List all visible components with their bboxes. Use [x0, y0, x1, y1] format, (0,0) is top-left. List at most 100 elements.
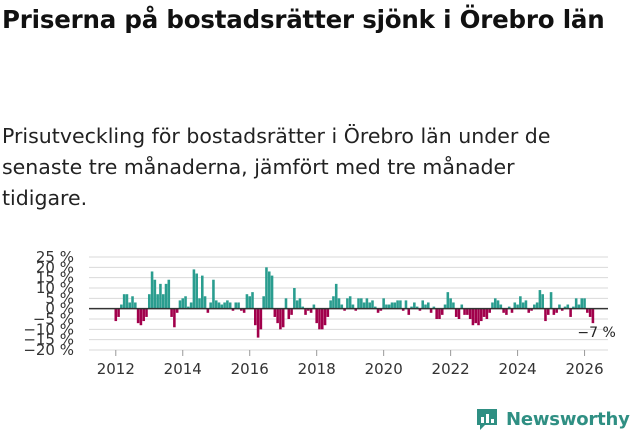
bar [373, 306, 377, 309]
chart-title: Priserna på bostadsrätter sjönk i Örebro… [2, 5, 605, 34]
bar [267, 271, 271, 309]
bar [413, 302, 416, 309]
bar [390, 302, 394, 309]
y-tick-label: 15 % [36, 269, 74, 287]
bar [443, 304, 447, 309]
bar [120, 304, 123, 309]
bar [248, 296, 251, 309]
newsworthy-logo-icon [477, 409, 497, 430]
bar [178, 300, 182, 309]
bar [541, 294, 544, 309]
bar [343, 308, 346, 311]
bar [449, 298, 452, 309]
bar [538, 290, 542, 309]
bar [505, 308, 508, 315]
bar [488, 308, 491, 313]
bar [170, 308, 173, 317]
bar [287, 308, 291, 319]
bar [577, 304, 581, 309]
bar [566, 304, 570, 309]
bar [307, 308, 310, 311]
bar [323, 308, 327, 326]
bar [245, 294, 249, 309]
y-tick-label: −10 % [23, 320, 74, 338]
y-tick-label: 0 % [45, 300, 74, 318]
bar [256, 308, 260, 338]
bar [228, 302, 232, 309]
bar [281, 308, 285, 328]
bar [240, 308, 243, 311]
bar [198, 298, 201, 309]
bar [474, 308, 478, 324]
bar [393, 302, 397, 309]
bar [424, 304, 427, 309]
bar [251, 292, 254, 309]
bar [309, 308, 313, 313]
bar [586, 308, 589, 313]
bar [530, 308, 533, 311]
newsworthy-logo[interactable]: Newsworthy [474, 406, 630, 432]
bar [117, 308, 120, 317]
y-tick-label: 20 % [36, 258, 74, 276]
bar [435, 308, 438, 319]
bar [217, 302, 221, 309]
bar [298, 298, 302, 309]
bar [563, 306, 567, 309]
bar [234, 302, 238, 309]
bar [399, 300, 402, 309]
bar [362, 302, 366, 309]
bar [320, 308, 324, 330]
bar [555, 308, 558, 313]
bar [583, 298, 586, 309]
bar [226, 300, 229, 309]
bar [346, 298, 349, 309]
bar [201, 275, 204, 309]
bar [591, 308, 595, 324]
bar [535, 302, 539, 309]
bar [371, 300, 374, 309]
bar [482, 308, 486, 317]
bar [446, 292, 450, 309]
bar [167, 279, 171, 309]
bar [499, 304, 503, 309]
bar [533, 304, 536, 309]
bar [301, 306, 305, 309]
bar [312, 304, 316, 309]
y-tick-label: 25 % [36, 248, 74, 266]
bar [114, 308, 118, 322]
bar [415, 306, 419, 309]
bar [139, 308, 143, 326]
y-tick-label: −20 % [23, 341, 74, 359]
bar [295, 300, 299, 309]
bar [524, 300, 528, 309]
bar [480, 308, 483, 322]
bar [438, 308, 441, 319]
bar [513, 302, 517, 309]
bar [214, 300, 218, 309]
bar [122, 294, 126, 309]
bar [569, 308, 572, 317]
bar [337, 298, 341, 309]
newsworthy-logo-text: Newsworthy [506, 408, 630, 430]
x-tick-label: 2022 [432, 360, 470, 378]
bar [360, 298, 363, 309]
bar [421, 300, 424, 309]
bar [134, 302, 137, 309]
x-tick-label: 2020 [365, 360, 403, 378]
bar [351, 304, 355, 309]
bar [558, 304, 561, 309]
bar [164, 283, 168, 309]
bar [471, 308, 475, 326]
bar [510, 308, 514, 313]
bar [574, 298, 578, 309]
bar [159, 283, 162, 309]
bar [206, 308, 210, 313]
bar [161, 294, 165, 309]
bar [136, 308, 140, 324]
bar [560, 308, 564, 311]
bar [334, 283, 338, 309]
bar [407, 308, 411, 315]
bar [588, 308, 592, 317]
bar [580, 298, 584, 309]
bar [203, 296, 207, 309]
